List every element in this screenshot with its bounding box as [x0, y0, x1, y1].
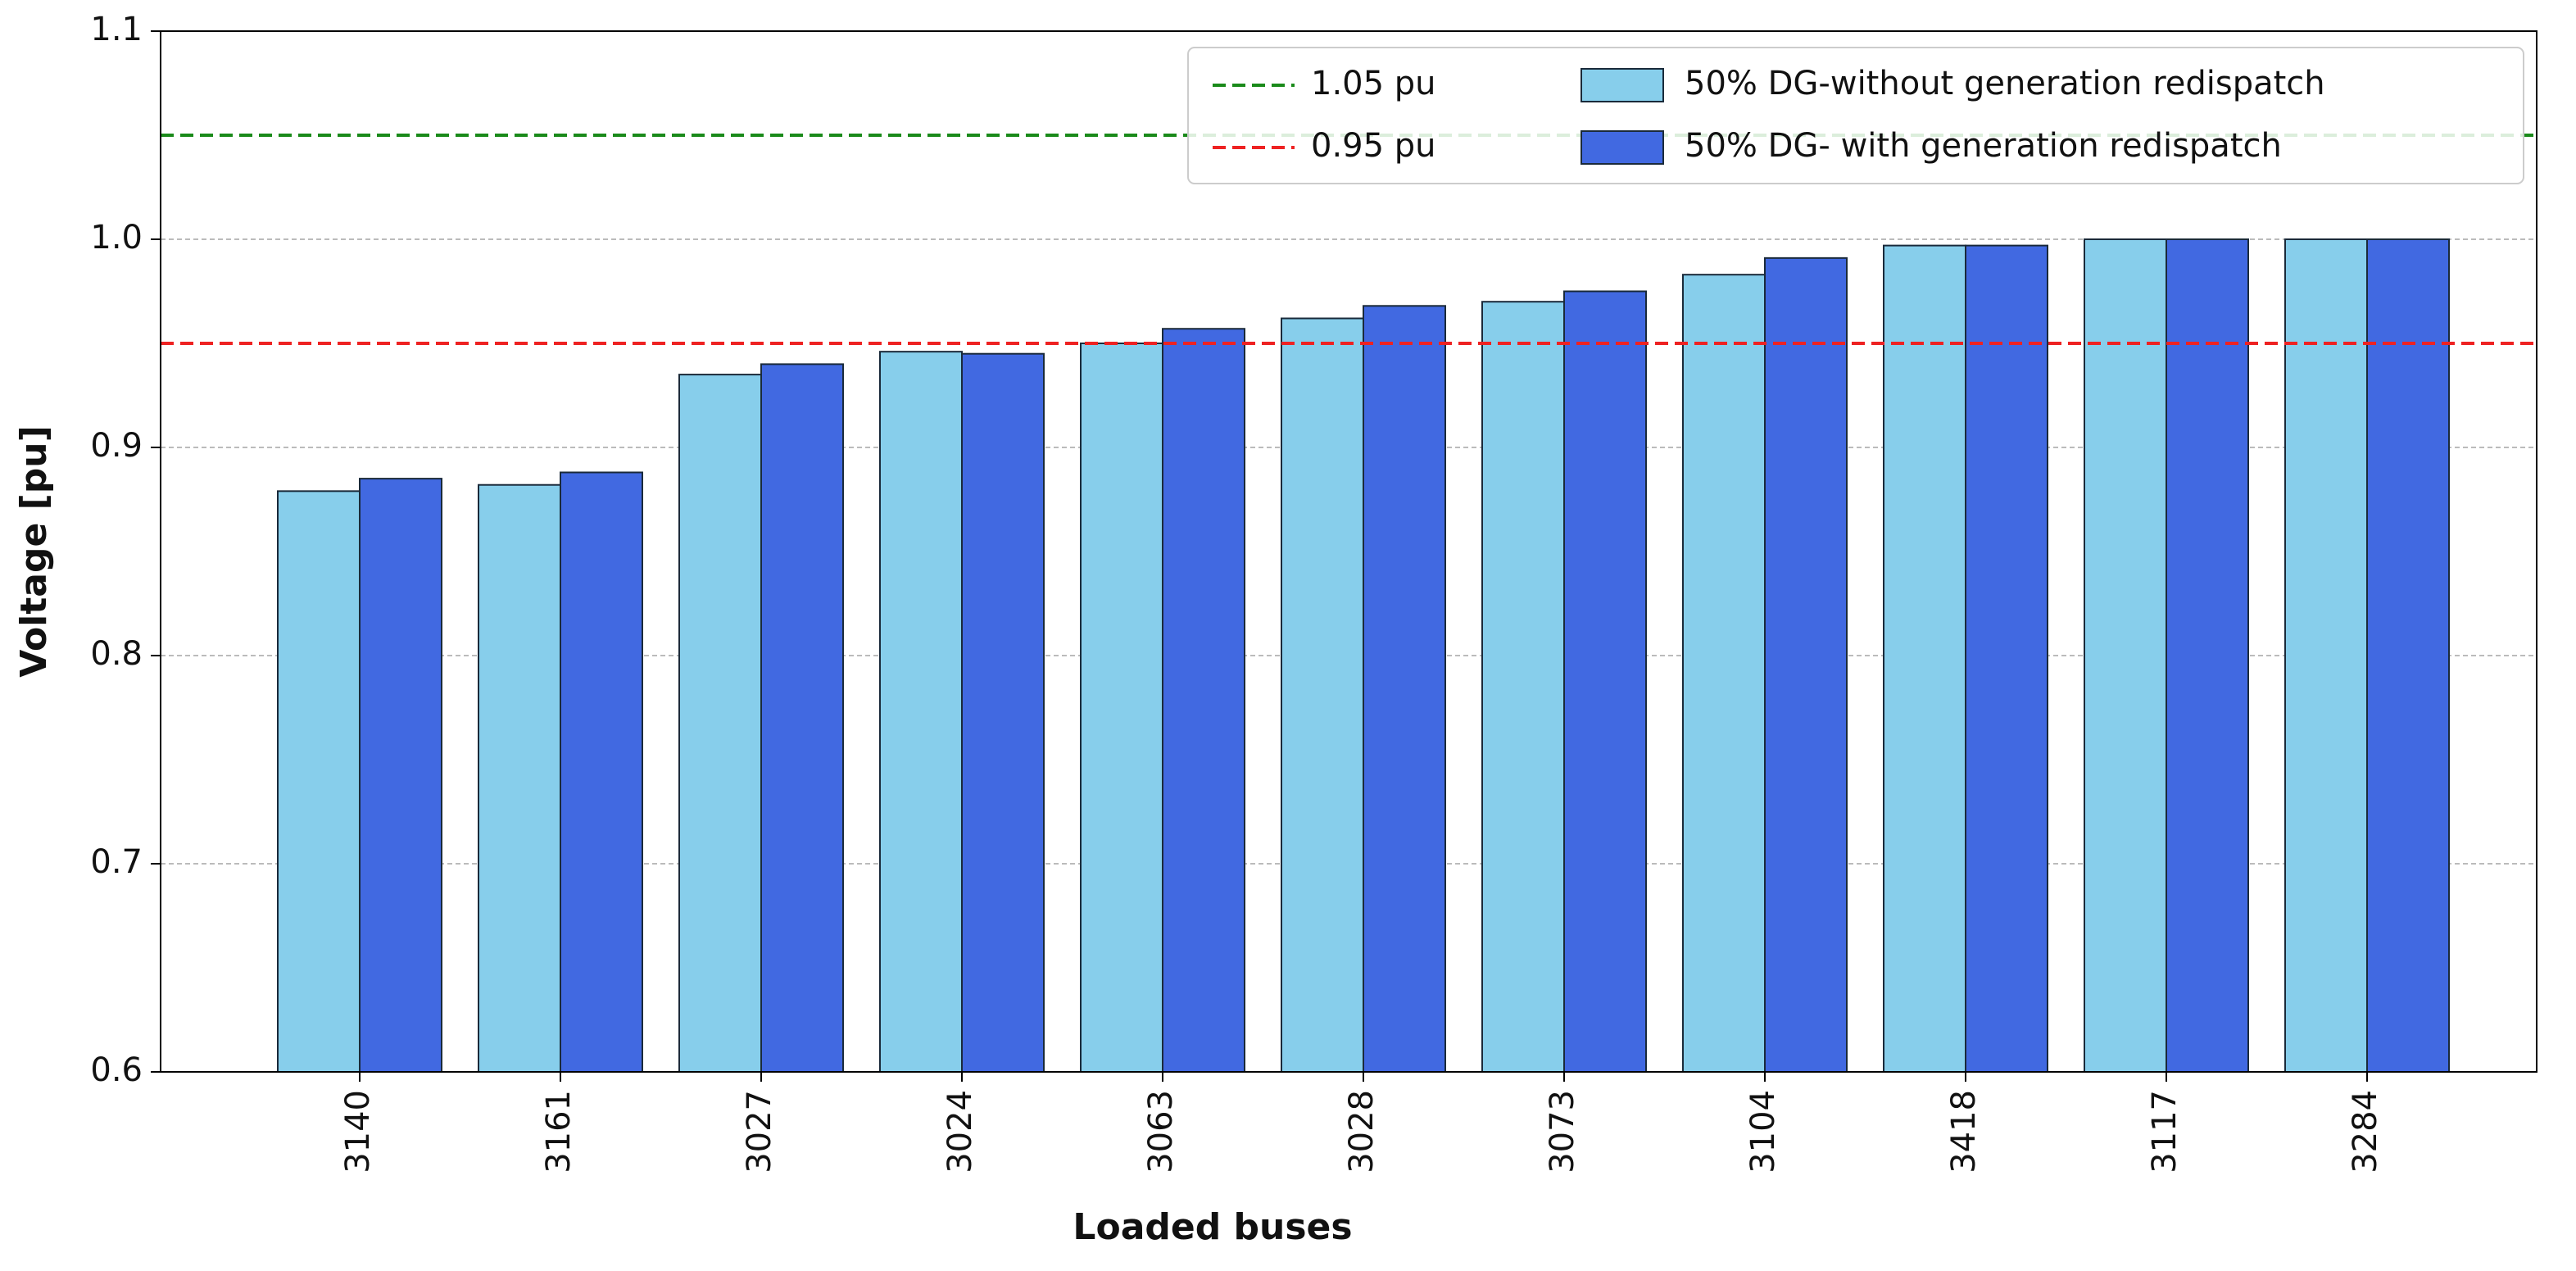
x-tick-label: 3117 — [2146, 1090, 2184, 1173]
x-tick-label: 3024 — [941, 1090, 979, 1173]
legend-label: 50% DG-without generation redispatch — [1685, 65, 2325, 102]
x-tick-label: 3073 — [1544, 1090, 1581, 1173]
legend: 1.05 pu 0.95 pu 50% DG-without generation … — [1187, 47, 2524, 184]
x-tick-label: 3161 — [540, 1090, 578, 1173]
bar — [2166, 238, 2249, 1073]
bar — [1363, 305, 1446, 1073]
x-tick-label: 3028 — [1343, 1090, 1381, 1173]
legend-label: 1.05 pu — [1311, 65, 1436, 102]
x-tick-label: 3027 — [741, 1090, 778, 1173]
x-tick-label: 3140 — [339, 1090, 377, 1173]
bar — [560, 471, 643, 1073]
bar — [277, 490, 361, 1073]
x-tick-label: 3418 — [1945, 1090, 1983, 1173]
bar — [961, 352, 1045, 1073]
legend-label: 50% DG- with generation redispatch — [1685, 127, 2282, 165]
bar — [1481, 301, 1565, 1073]
bar — [2084, 238, 2167, 1073]
bar — [2366, 238, 2450, 1073]
y-tick-label: 0.9 — [90, 427, 143, 465]
bar — [359, 478, 442, 1073]
bar — [2284, 238, 2368, 1073]
bar — [1883, 244, 1966, 1073]
y-tick-label: 1.1 — [90, 11, 143, 48]
bar — [760, 363, 844, 1073]
bar — [1965, 244, 2048, 1073]
y-tick-label: 0.6 — [90, 1051, 143, 1089]
x-tick-label: 3104 — [1744, 1090, 1782, 1173]
bar — [678, 374, 762, 1074]
bar — [1162, 328, 1245, 1074]
y-tick-label: 0.8 — [90, 635, 143, 673]
bar — [879, 351, 963, 1074]
x-axis-label: Loaded buses — [1073, 1206, 1352, 1248]
legend-swatch — [1581, 130, 1664, 165]
legend-box — [1187, 47, 2524, 184]
legend-label: 0.95 pu — [1311, 127, 1436, 165]
x-tick-label: 3063 — [1142, 1090, 1180, 1173]
bar — [1281, 317, 1364, 1073]
y-tick-label: 0.7 — [90, 843, 143, 881]
legend-swatch — [1581, 68, 1664, 102]
bar — [1682, 274, 1766, 1073]
y-axis-label: Voltage [pu] — [13, 425, 55, 677]
bar — [1080, 343, 1163, 1073]
y-tick-label: 1.0 — [90, 219, 143, 256]
x-tick-label: 3284 — [2347, 1090, 2384, 1173]
bar — [1764, 256, 1848, 1073]
bar — [478, 483, 561, 1073]
plot-frame — [160, 30, 2537, 1073]
bar — [1563, 290, 1647, 1073]
